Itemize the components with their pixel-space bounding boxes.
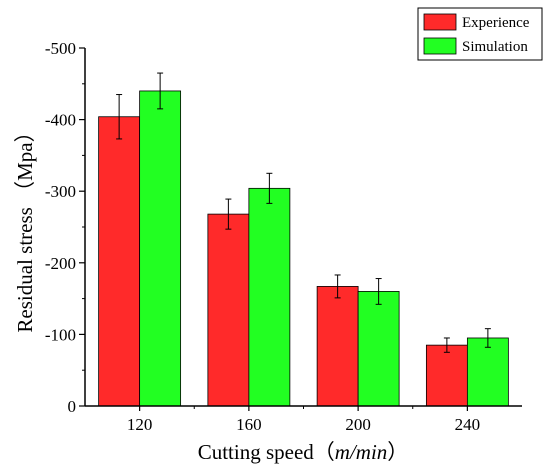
bar-experience-160 <box>207 213 250 407</box>
x-tick-label-200: 200 <box>345 415 371 434</box>
x-tick-label-240: 240 <box>455 415 481 434</box>
legend-swatch-experience <box>423 13 457 31</box>
error-bar-simulation-200 <box>375 278 382 305</box>
legend: Experience Simulation <box>417 7 543 61</box>
error-bar-experience-240 <box>443 337 450 353</box>
bar-simulation-240 <box>466 337 509 407</box>
bar-experience-120 <box>98 116 141 407</box>
error-bar-simulation-240 <box>484 328 491 348</box>
x-axis-title-unit: m/min <box>335 440 388 464</box>
bars-layer <box>98 90 509 407</box>
y-tick-label: 0 <box>68 397 77 416</box>
bar-experience-240 <box>425 344 468 407</box>
y-axis-title: Residual stress （Mpa） <box>13 121 37 332</box>
y-tick-label: -500 <box>45 39 76 58</box>
y-tick-label: -200 <box>45 254 76 273</box>
x-tick-label-160: 160 <box>236 415 262 434</box>
x-axis-title-main: Cutting speed（ <box>198 440 335 464</box>
error-bar-simulation-160 <box>266 172 273 204</box>
bar-experience-200 <box>316 286 359 407</box>
y-tick-label: -300 <box>45 182 76 201</box>
legend-label-experience: Experience <box>462 15 530 31</box>
bar-simulation-120 <box>139 90 182 407</box>
x-axis-title: Cutting speed（m/min） <box>198 440 409 464</box>
y-tick-label: -400 <box>45 111 76 130</box>
ticks-layer: 120 160 200 240 0 -100 -200 -300 -400 -500 <box>45 39 480 434</box>
legend-swatch-simulation <box>423 37 457 55</box>
error-bars-layer <box>116 72 491 353</box>
error-bar-simulation-120 <box>157 72 164 110</box>
legend-label-simulation: Simulation <box>462 39 528 55</box>
y-tick-label: -100 <box>45 325 76 344</box>
bar-simulation-160 <box>248 187 291 407</box>
bar-simulation-200 <box>357 291 400 407</box>
error-bar-experience-120 <box>116 94 123 140</box>
x-tick-label-120: 120 <box>127 415 153 434</box>
error-bar-experience-160 <box>225 198 232 230</box>
error-bar-experience-200 <box>334 274 341 299</box>
x-axis-title-close: ） <box>387 440 408 464</box>
